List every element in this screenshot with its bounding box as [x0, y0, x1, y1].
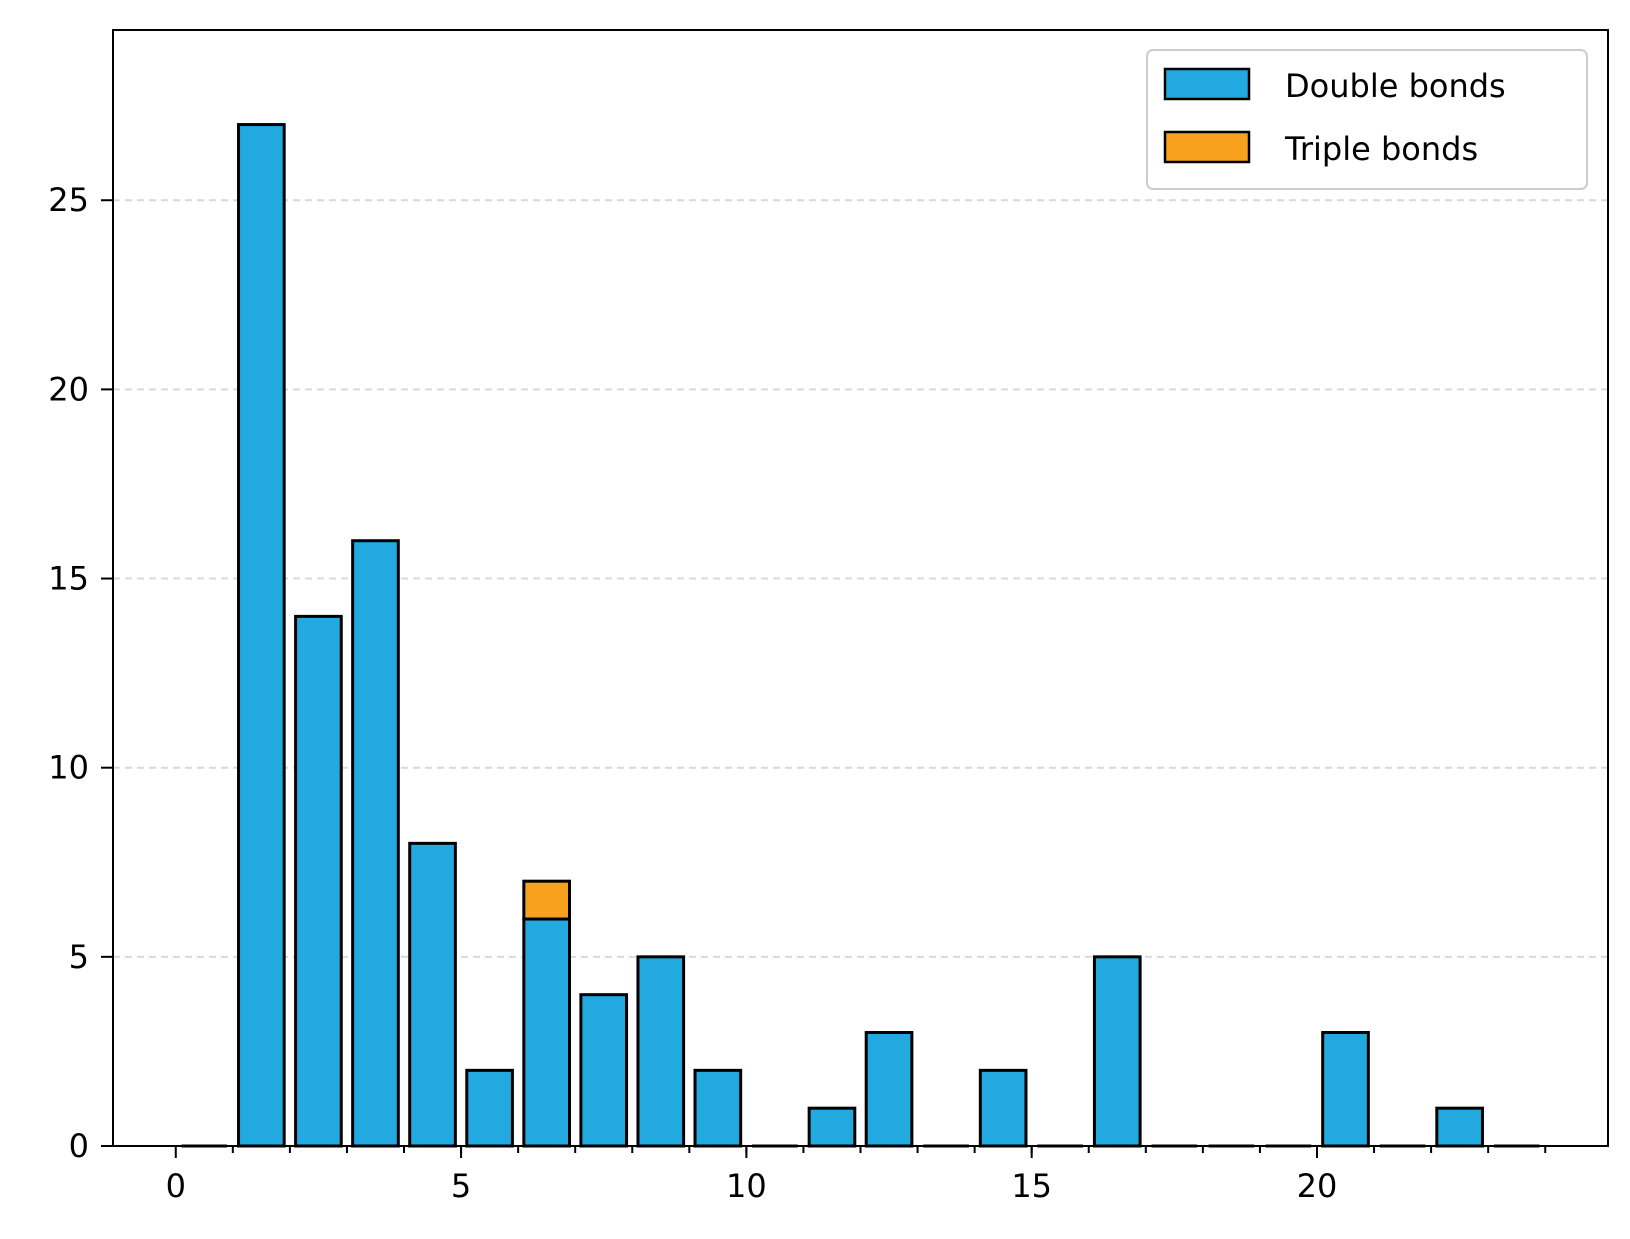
bar-double-2 [294, 614, 343, 1148]
y-tick-label-5: 5 [69, 938, 89, 976]
y-tick-label-0: 0 [69, 1127, 89, 1165]
x-tick-label-10: 10 [726, 1167, 767, 1205]
legend-swatch-triple-bonds [1163, 130, 1251, 164]
y-tick-label-25: 25 [48, 181, 89, 219]
bars [181, 123, 1540, 1148]
bar-double-3 [351, 539, 400, 1148]
grid-lines [113, 199, 1608, 958]
bar-double-9 [693, 1068, 743, 1148]
y-tick-label-10: 10 [48, 749, 89, 787]
x-tick-label-0: 0 [166, 1167, 186, 1205]
legend: Double bonds Triple bonds [1146, 49, 1588, 190]
legend-swatch-double-bonds [1163, 67, 1251, 101]
bar-double-7 [579, 993, 629, 1148]
x-tick-label-15: 15 [1011, 1167, 1052, 1205]
axes-frame [112, 29, 1609, 1147]
legend-box [1146, 49, 1588, 190]
bar-double-1 [237, 123, 286, 1148]
x-tick-label-20: 20 [1297, 1167, 1338, 1205]
bar-double-6 [522, 917, 571, 1148]
y-tick-label-15: 15 [48, 560, 89, 598]
bar-double-12 [864, 1031, 914, 1148]
bar-double-14 [978, 1068, 1028, 1148]
y-tick-label-20: 20 [48, 370, 89, 408]
bar-double-5 [465, 1068, 514, 1148]
axis-ticks: 0 5 10 15 20 0 5 10 15 20 25 [48, 181, 1547, 1205]
x-tick-label-5: 5 [451, 1167, 471, 1205]
bar-triple-6 [522, 879, 571, 921]
legend-label-double-bonds: Double bonds [1285, 67, 1506, 105]
bar-double-4 [408, 841, 457, 1148]
bar-double-11 [807, 1106, 857, 1148]
bar-double-8 [636, 955, 686, 1148]
bar-double-20 [1321, 1031, 1370, 1148]
bar-double-16 [1092, 955, 1142, 1148]
bar-double-22 [1435, 1106, 1484, 1148]
legend-label-triple-bonds: Triple bonds [1284, 130, 1478, 168]
